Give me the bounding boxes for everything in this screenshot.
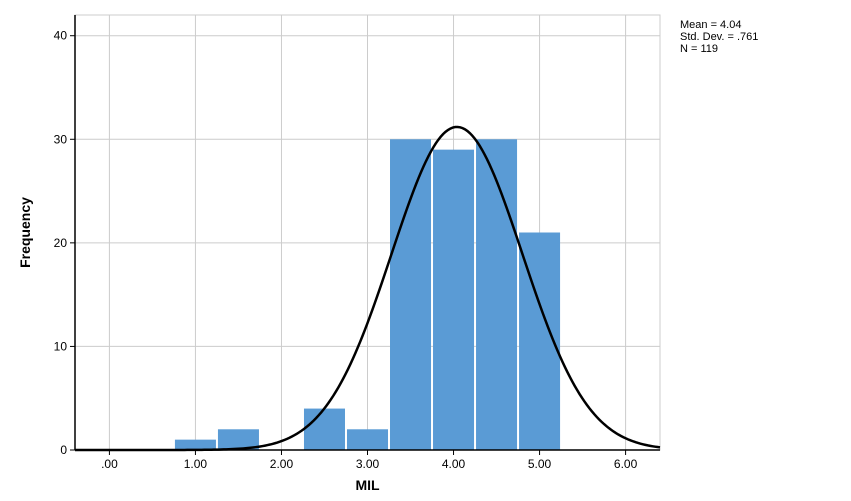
- histogram-chart: .00 1.00 2.00 3.00 4.00 5.00 6.00 0 10 20 30 40 MIL F…: [0, 0, 851, 501]
- histogram-bar: [390, 139, 431, 450]
- stats-line: N = 119: [680, 43, 718, 55]
- histogram-bar: [433, 150, 474, 450]
- y-axis-title: Frequency: [17, 197, 33, 268]
- x-axis-title: MIL: [355, 477, 380, 493]
- y-tick-label: 0: [60, 443, 67, 457]
- chart-svg: .00 1.00 2.00 3.00 4.00 5.00 6.00 0 10 20 30 40 MIL F…: [0, 0, 851, 501]
- histogram-bar: [304, 409, 345, 450]
- x-tick-label: .00: [101, 457, 118, 471]
- y-tick-label: 20: [54, 236, 68, 250]
- x-tick-label: 6.00: [614, 457, 638, 471]
- y-tick-label: 10: [54, 339, 68, 353]
- x-tick-label: 5.00: [528, 457, 552, 471]
- stats-line: Mean = 4.04: [680, 19, 741, 31]
- histogram-bar: [347, 429, 388, 450]
- x-tick-label: 4.00: [442, 457, 466, 471]
- y-tick-label: 40: [54, 29, 68, 43]
- y-tick-label: 30: [54, 132, 68, 146]
- x-tick-label: 2.00: [270, 457, 294, 471]
- x-tick-label: 3.00: [356, 457, 380, 471]
- x-tick-label: 1.00: [184, 457, 208, 471]
- histogram-bar: [476, 139, 517, 450]
- stats-line: Std. Dev. = .761: [680, 31, 758, 43]
- histogram-bar: [175, 440, 216, 450]
